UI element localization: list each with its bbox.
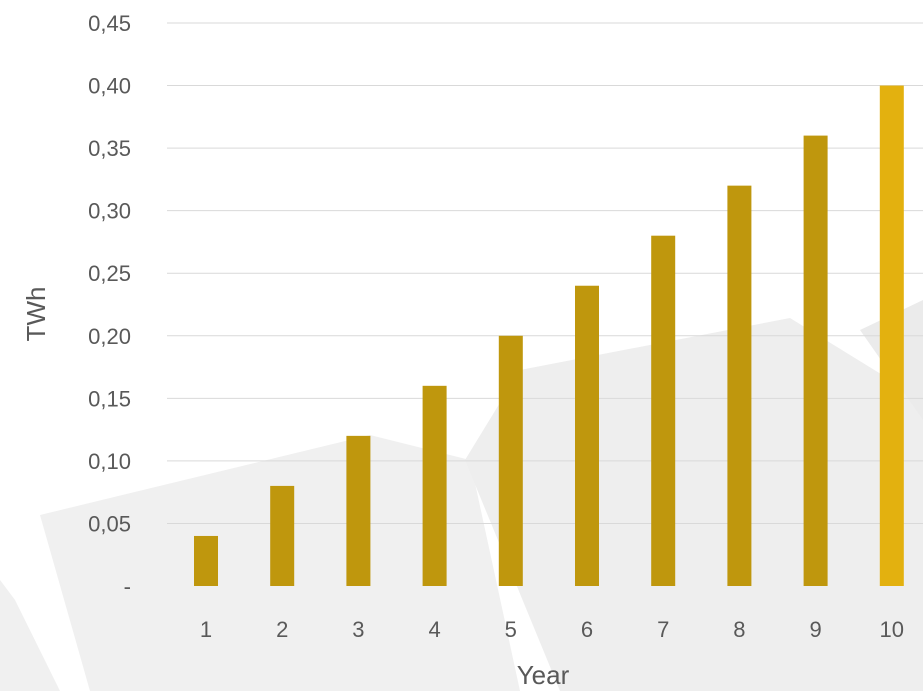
- bar: [575, 285, 599, 586]
- background-shape: [465, 318, 923, 691]
- background-decoration: [0, 300, 923, 691]
- y-axis-ticks: - 0,05 0,10 0,15 0,20 0,25 0,30 0,35 0,40 0,45: [88, 11, 131, 599]
- bar: [498, 335, 523, 586]
- bar: [879, 85, 904, 587]
- x-tick-label: 7: [657, 617, 669, 642]
- y-tick-label: 0,40: [88, 74, 131, 99]
- bars: [194, 85, 904, 587]
- y-tick-label: 0,25: [88, 261, 131, 286]
- y-tick-label: 0,05: [88, 511, 131, 536]
- bar: [194, 535, 218, 586]
- y-tick-label: 0,30: [88, 199, 131, 224]
- x-axis-ticks: 1 2 3 4 5 6 7 8 9 10: [200, 617, 904, 642]
- x-tick-label: 6: [581, 617, 593, 642]
- x-tick-label: 3: [352, 617, 364, 642]
- y-tick-label: 0,35: [88, 136, 131, 161]
- background-shape: [0, 580, 60, 691]
- y-tick-label: 0,45: [88, 11, 131, 36]
- bar: [727, 185, 752, 586]
- y-tick-label: 0,20: [88, 324, 131, 349]
- x-axis-title: Year: [517, 660, 570, 690]
- x-tick-label: 4: [428, 617, 440, 642]
- x-tick-label: 5: [505, 617, 517, 642]
- y-tick-label: 0,15: [88, 386, 131, 411]
- x-tick-label: 10: [880, 617, 904, 642]
- bar: [270, 485, 295, 586]
- bar: [803, 135, 828, 586]
- bar: [651, 235, 676, 586]
- y-axis-title: TWh: [21, 287, 51, 342]
- y-tick-label: -: [124, 574, 131, 599]
- x-tick-label: 1: [200, 617, 212, 642]
- y-tick-label: 0,10: [88, 449, 131, 474]
- x-tick-label: 8: [733, 617, 745, 642]
- bar: [346, 435, 371, 586]
- bar: [422, 385, 447, 586]
- x-tick-label: 9: [809, 617, 821, 642]
- x-tick-label: 2: [276, 617, 288, 642]
